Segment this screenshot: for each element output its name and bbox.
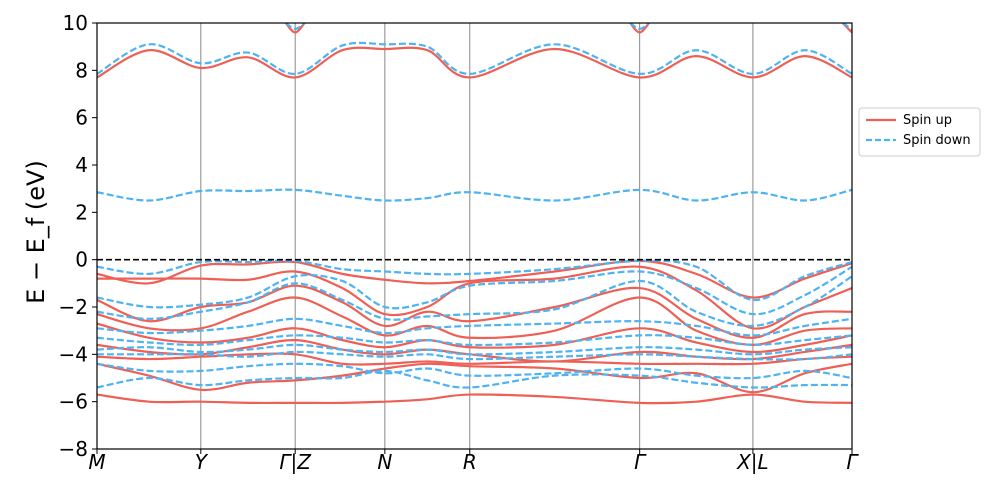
- y-tick-label: 4: [75, 153, 88, 177]
- legend: Spin up Spin down: [858, 107, 981, 157]
- spin-up-band-5: [97, 265, 852, 330]
- spin-down-band-2: [629, 23, 650, 31]
- x-tick-label: Γ: [634, 450, 647, 474]
- y-axis-ticks: −8 −6 −4 −2 0 2 4 6 8 10: [59, 11, 97, 461]
- y-tick-label: 0: [75, 248, 88, 272]
- y-tick-label: 10: [63, 11, 88, 35]
- spin-down-band-8: [97, 317, 852, 337]
- spin-down-band-0: [97, 41, 852, 75]
- y-tick-label: −2: [59, 295, 88, 319]
- spin-down-band-7: [97, 275, 852, 328]
- x-tick-label: Y: [195, 450, 209, 474]
- spin-up-band-0: [97, 46, 852, 79]
- spin-down-band-12: [97, 362, 852, 380]
- spin-down-band-5: [97, 259, 852, 302]
- spin-down-band-11: [97, 350, 852, 361]
- plot-frame: [96, 22, 853, 450]
- x-tick-label: Γ|Z: [279, 450, 312, 474]
- x-tick-label: X|L: [736, 450, 769, 474]
- spin-down-band-13: [97, 369, 852, 389]
- y-tick-label: −8: [59, 437, 88, 461]
- band-lines: [97, 23, 852, 405]
- x-tick-label: R: [463, 450, 477, 474]
- spin-up-band-12: [97, 393, 852, 405]
- legend-label-spin-down: Spin down: [903, 133, 971, 148]
- y-tick-label: −4: [59, 342, 88, 366]
- spin-down-band-10: [97, 343, 852, 356]
- y-tick-label: −6: [59, 390, 88, 414]
- x-tick-label: Γ: [846, 450, 859, 474]
- spin-up-band-6: [97, 284, 852, 339]
- spin-down-band-6: [97, 265, 852, 316]
- axes-frame: [96, 22, 853, 450]
- y-tick-label: 2: [75, 200, 88, 224]
- x-tick-label: N: [377, 450, 392, 474]
- spin-down-band-1: [285, 23, 306, 31]
- x-tick-label: M: [88, 450, 105, 474]
- y-tick-label: 6: [75, 106, 88, 130]
- y-axis-label: E − E_f (eV): [22, 160, 50, 304]
- y-tick-label: 8: [75, 58, 88, 82]
- spin-down-band-9: [97, 334, 852, 347]
- spin-down-band-4: [97, 188, 852, 202]
- legend-label-spin-up: Spin up: [903, 113, 952, 128]
- kpoint-vertical-lines: [200, 23, 754, 449]
- x-axis-ticks: M Y Γ|Z N R Γ X|L Γ: [88, 449, 859, 474]
